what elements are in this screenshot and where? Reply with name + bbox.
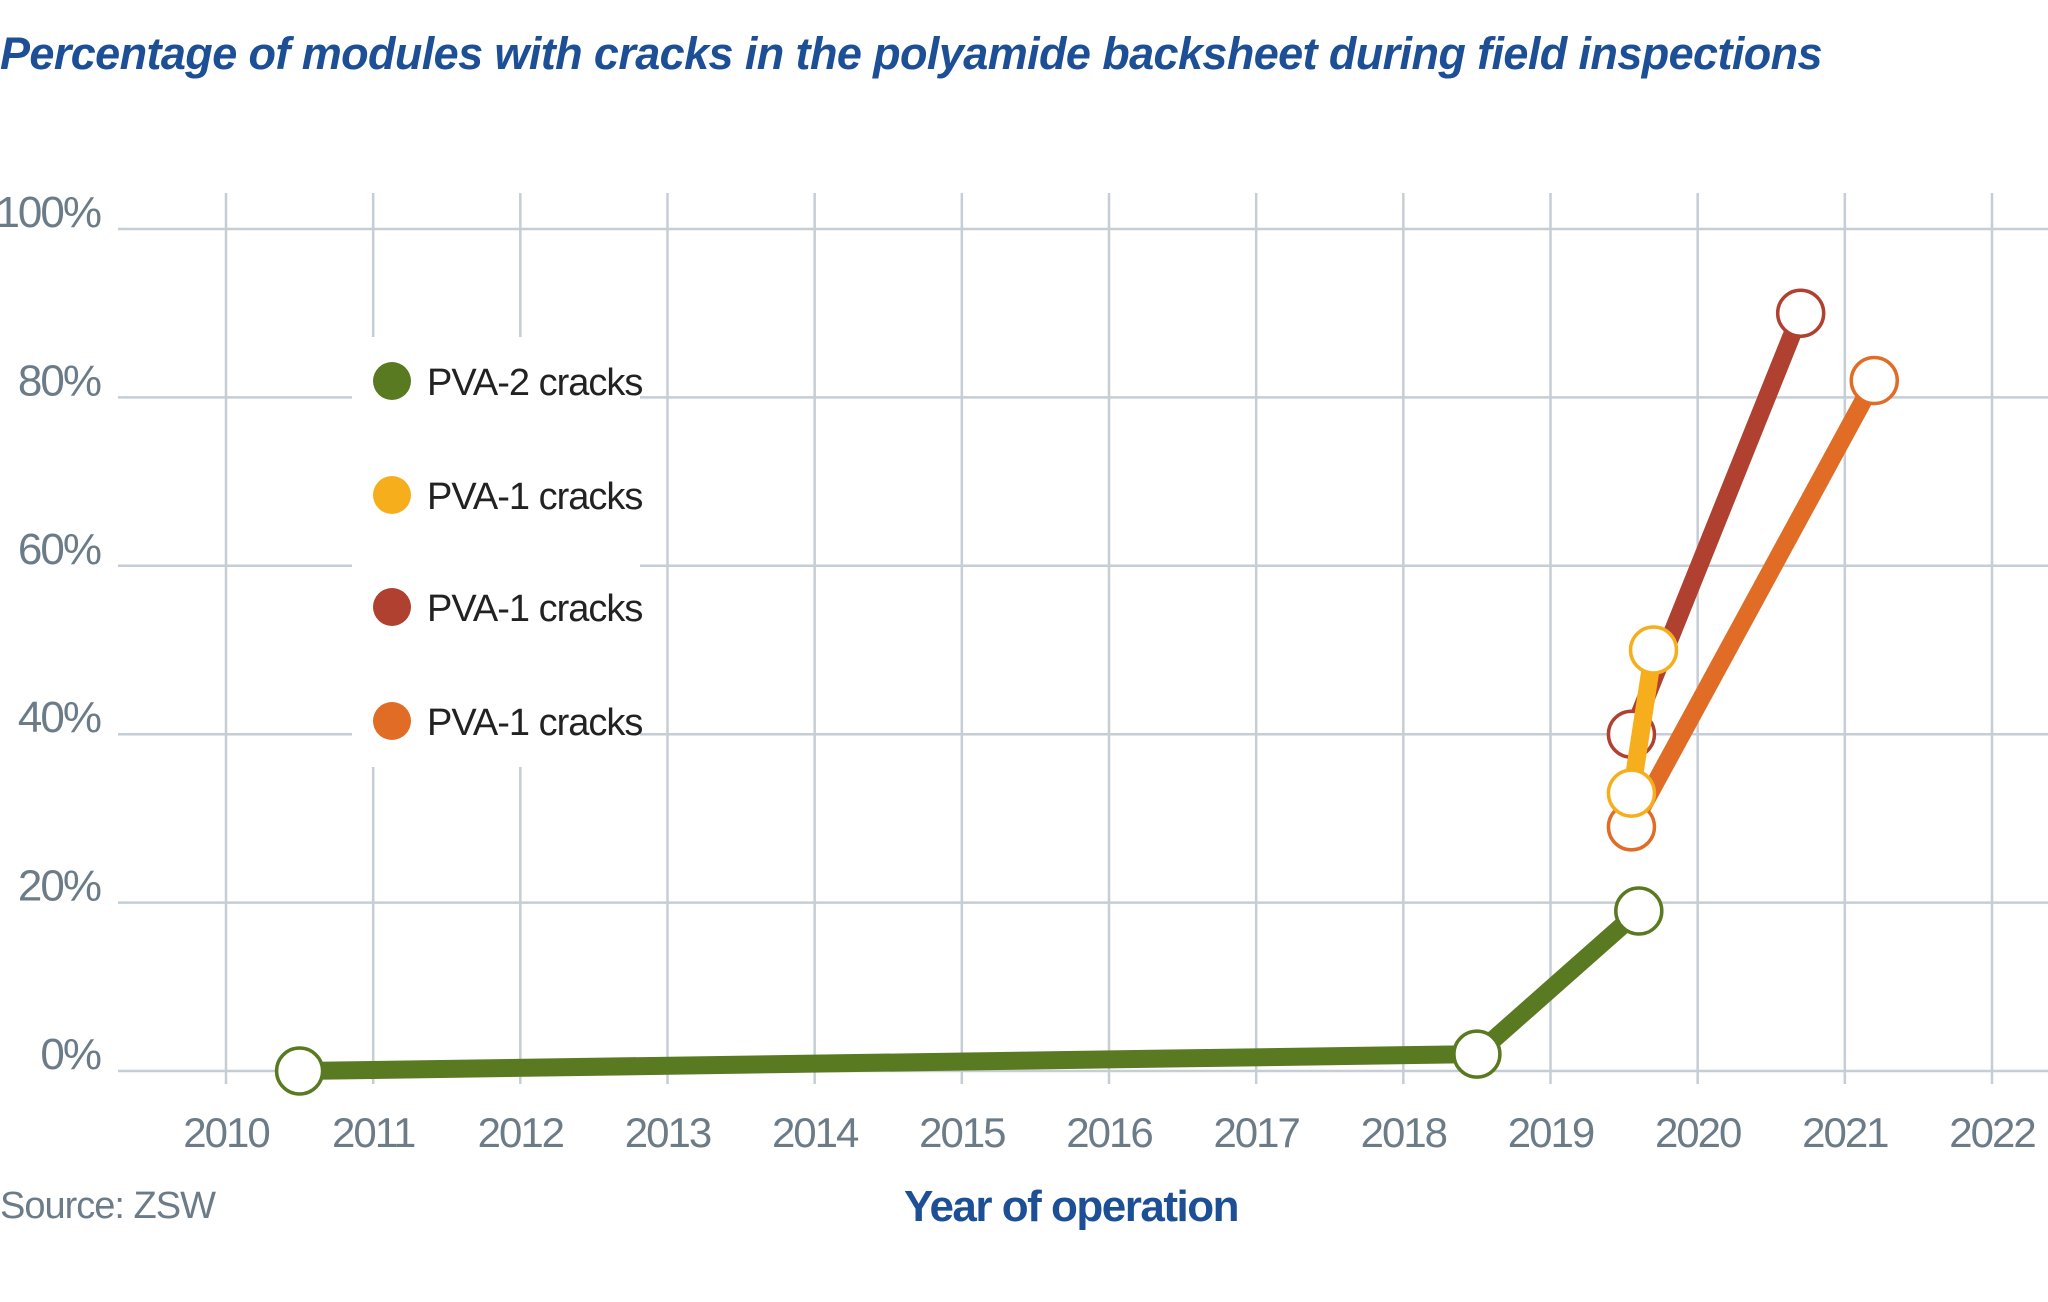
data-point xyxy=(274,1046,325,1096)
y-tick-label: 20% xyxy=(18,862,101,911)
y-tick-label: 80% xyxy=(18,356,101,405)
legend-marker xyxy=(373,476,411,514)
legend-label: PVA-2 cracks xyxy=(427,362,642,404)
legend-marker xyxy=(373,702,411,740)
data-point xyxy=(1452,1029,1502,1079)
legend-background xyxy=(352,337,640,767)
y-tick-label: 100% xyxy=(0,188,101,237)
x-tick-label: 2022 xyxy=(1949,1109,2035,1156)
legend-marker xyxy=(373,362,411,400)
x-axis-label: Year of operation xyxy=(904,1182,1239,1231)
source-note: Source: ZSW xyxy=(0,1185,216,1227)
x-tick-label: 2018 xyxy=(1361,1109,1447,1156)
x-tick-label: 2021 xyxy=(1802,1109,1888,1156)
data-point xyxy=(1628,625,1679,675)
x-tick-label: 2019 xyxy=(1508,1109,1594,1156)
series-line xyxy=(1623,376,1883,832)
data-point xyxy=(1606,768,1657,818)
y-tick-label: 0% xyxy=(40,1030,100,1079)
legend-label: PVA-1 cracks xyxy=(427,588,642,630)
y-tick-label: 40% xyxy=(18,693,101,742)
data-point xyxy=(1775,288,1826,338)
legend-marker xyxy=(373,588,411,626)
x-tick-label: 2016 xyxy=(1066,1109,1152,1156)
x-tick-label: 2012 xyxy=(478,1109,564,1156)
x-tick-label: 2013 xyxy=(625,1109,711,1156)
x-tick-label: 2010 xyxy=(183,1109,269,1156)
x-tick-label: 2015 xyxy=(919,1109,1005,1156)
legend-label: PVA-1 cracks xyxy=(427,702,642,744)
y-tick-label: 60% xyxy=(18,525,101,574)
x-tick-label: 2011 xyxy=(332,1109,415,1156)
chart-title: Percentage of modules with cracks in the… xyxy=(0,28,1823,79)
data-point xyxy=(1614,886,1664,936)
x-tick-label: 2020 xyxy=(1655,1109,1741,1156)
x-tick-label: 2014 xyxy=(772,1109,859,1156)
data-point xyxy=(1849,355,1900,406)
series-line xyxy=(299,904,1645,1080)
x-tick-label: 2017 xyxy=(1213,1109,1299,1156)
legend-label: PVA-1 cracks xyxy=(427,476,642,518)
